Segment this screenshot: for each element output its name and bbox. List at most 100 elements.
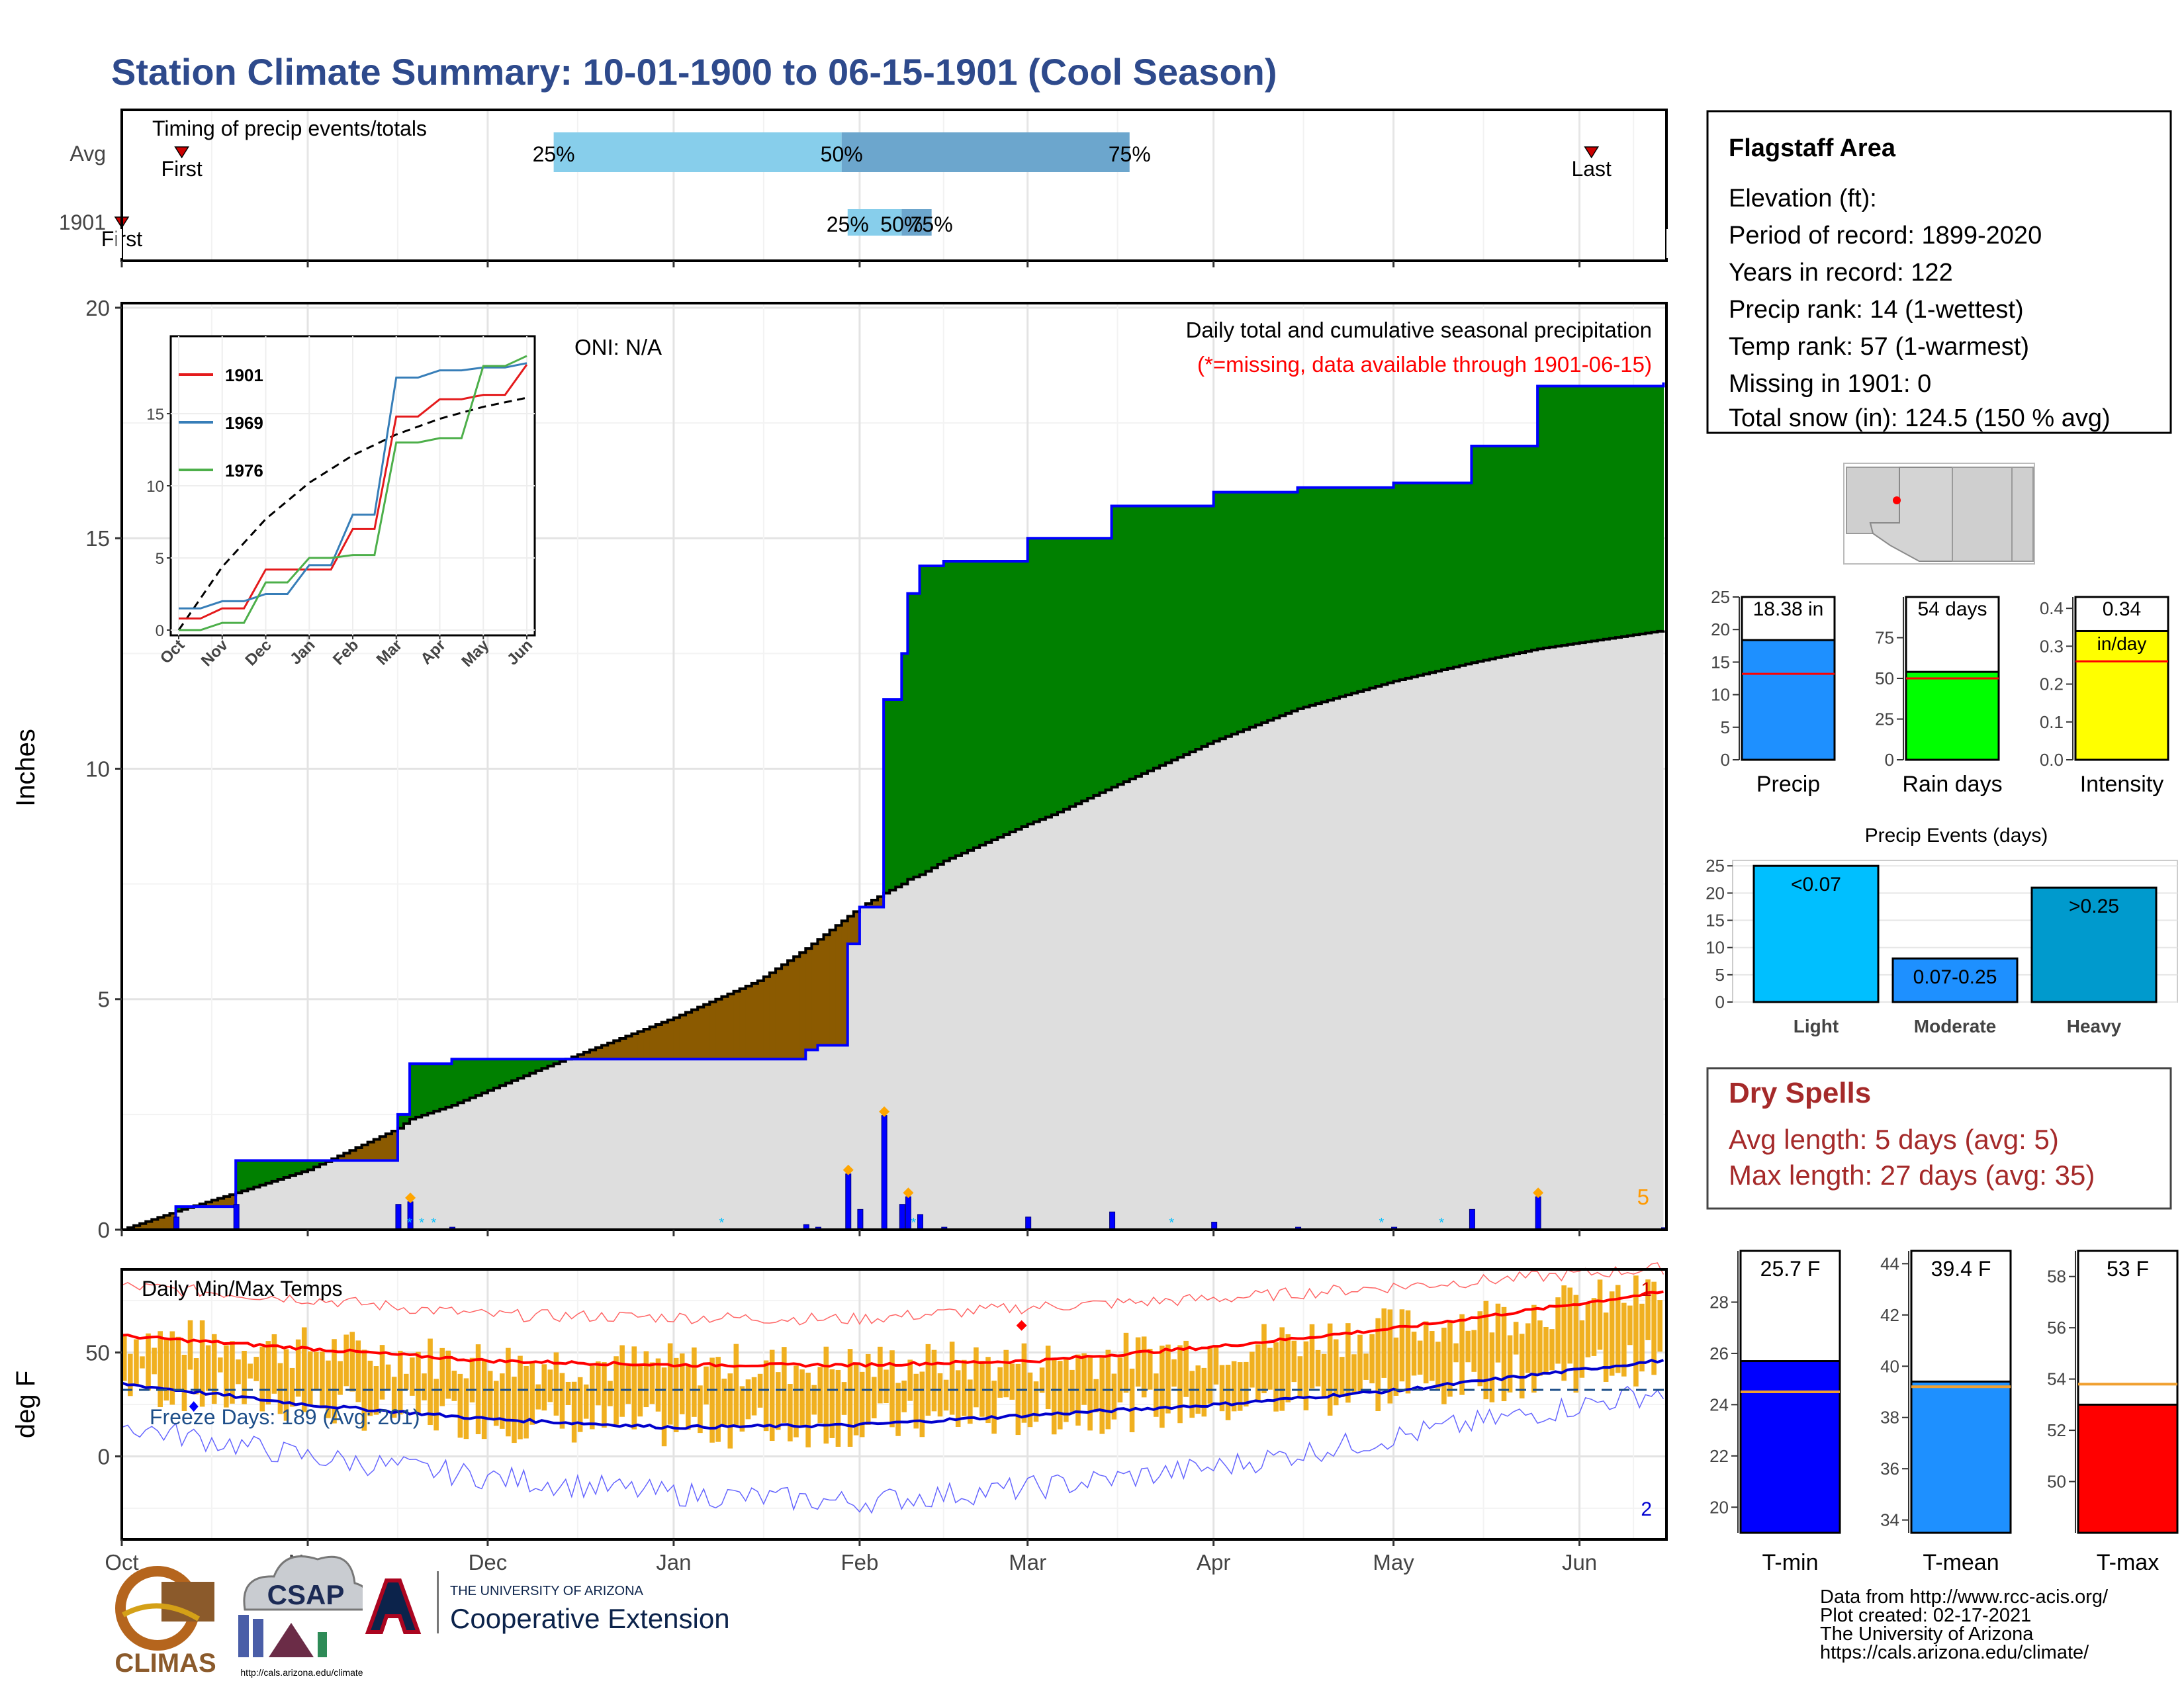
daily-temp-bar xyxy=(1237,1362,1243,1411)
below-average-fill xyxy=(134,1225,140,1230)
stat-y-tick-label: 34 xyxy=(1880,1510,1899,1530)
above-average-fill xyxy=(1381,487,1388,685)
station-line-missing: Missing in 1901: 0 xyxy=(1729,370,1931,398)
daily-temp-bar xyxy=(451,1371,457,1401)
above-average-fill xyxy=(1423,482,1430,674)
daily-temp-bar xyxy=(961,1359,967,1416)
events-category-label: Light xyxy=(1794,1016,1839,1036)
month-tick-label: May xyxy=(1373,1550,1414,1575)
daily-temp-bar xyxy=(236,1359,241,1385)
daily-temp-bar xyxy=(721,1379,727,1426)
stat-y-tick-label: 22 xyxy=(1709,1446,1729,1466)
timing-last-label: Last xyxy=(1571,157,1612,181)
above-average-fill xyxy=(949,561,956,858)
daily-temp-bar xyxy=(625,1365,631,1404)
month-tick-label: Oct xyxy=(105,1550,138,1575)
above-average-fill xyxy=(512,1059,518,1081)
stat-y-tick-label: 0 xyxy=(1721,750,1730,770)
below-average-fill xyxy=(583,1052,590,1060)
trace-marker: * xyxy=(431,1216,436,1230)
below-average-fill xyxy=(205,1202,212,1207)
inset-series-line xyxy=(179,362,527,610)
above-average-fill xyxy=(919,566,927,875)
daily-temp-bar xyxy=(469,1357,475,1402)
stat-y-tick-label: 26 xyxy=(1709,1344,1729,1363)
precip-y-tick-label: 20 xyxy=(85,296,110,320)
above-average-fill xyxy=(1075,538,1082,804)
daily-temp-bar xyxy=(805,1373,811,1447)
daily-temp-bar xyxy=(277,1363,283,1414)
above-average-fill xyxy=(1081,538,1088,801)
daily-temp-bar xyxy=(859,1371,865,1438)
daily-temp-bar xyxy=(853,1363,859,1436)
daily-temp-bar xyxy=(931,1349,937,1412)
below-average-fill xyxy=(704,1004,710,1060)
above-average-fill xyxy=(529,1059,537,1074)
daily-temp-bar xyxy=(259,1346,265,1412)
below-average-fill xyxy=(745,985,752,1060)
daily-temp-bar xyxy=(565,1381,571,1406)
trace-marker: * xyxy=(1379,1216,1385,1230)
stat-value-unit: in/day xyxy=(2097,633,2147,654)
daily-temp-bar xyxy=(1099,1357,1105,1434)
above-average-fill xyxy=(236,1160,242,1193)
daily-temp-bar xyxy=(1579,1320,1585,1378)
above-average-fill xyxy=(1327,487,1334,700)
above-average-fill xyxy=(974,561,980,848)
events-bar-label: >0.25 xyxy=(2069,895,2119,917)
daily-temp-bar xyxy=(1009,1363,1015,1400)
above-average-fill xyxy=(506,1059,512,1083)
stat-y-tick-label: 50 xyxy=(2047,1472,2066,1492)
daily-temp-bar xyxy=(1495,1303,1501,1363)
daily-temp-bar xyxy=(529,1363,535,1425)
above-average-fill xyxy=(314,1160,320,1167)
above-average-fill xyxy=(457,1059,465,1103)
above-average-fill xyxy=(997,561,1005,837)
below-average-fill xyxy=(733,991,741,1060)
stat-y-tick-label: 5 xyxy=(1721,717,1730,737)
daily-temp-bar xyxy=(1129,1368,1135,1433)
above-average-fill xyxy=(1225,492,1232,737)
daily-temp-bar xyxy=(661,1367,667,1447)
daily-temp-bar xyxy=(1045,1346,1051,1410)
daily-temp-bar xyxy=(559,1373,565,1429)
daily-temp-bar xyxy=(146,1333,151,1391)
daily-temp-bar xyxy=(704,1366,709,1405)
above-average-fill xyxy=(1561,386,1569,646)
above-average-fill xyxy=(1525,445,1532,652)
above-average-fill xyxy=(1573,386,1580,644)
daily-temp-bar xyxy=(1160,1346,1165,1428)
daily-temp-bar xyxy=(1507,1335,1513,1393)
daily-temp-bar xyxy=(1123,1332,1129,1393)
daily-temp-bar xyxy=(547,1369,553,1402)
below-average-fill xyxy=(692,1009,698,1060)
below-average-fill xyxy=(835,925,842,1046)
record-low-count: 2 xyxy=(1641,1498,1652,1520)
daily-temp-bar xyxy=(811,1385,817,1415)
below-average-fill xyxy=(379,1136,387,1161)
stat-y-tick-label: 15 xyxy=(1711,652,1730,672)
daily-temp-bar xyxy=(1154,1373,1159,1417)
above-average-fill xyxy=(553,1059,561,1064)
daily-temp-bar xyxy=(349,1332,355,1392)
stat-label: T-mean xyxy=(1923,1550,1999,1575)
above-average-fill xyxy=(271,1160,279,1181)
daily-temp-bar xyxy=(271,1334,277,1394)
daily-temp-bar xyxy=(1033,1381,1039,1422)
above-average-fill xyxy=(1315,487,1322,704)
below-average-fill xyxy=(649,1027,657,1060)
footer-credits: Data from http://www.rcc-acis.org/ Plot … xyxy=(1820,1586,2109,1663)
inset-legend-label: 1969 xyxy=(225,413,263,433)
daily-temp-bar xyxy=(901,1380,907,1412)
below-average-fill xyxy=(643,1029,651,1060)
daily-temp-bar xyxy=(1117,1357,1123,1402)
daily-temp-bar xyxy=(218,1357,223,1373)
precip-corner-count: 5 xyxy=(1637,1185,1649,1209)
record-high-count: 1 xyxy=(1641,1279,1652,1301)
daily-temp-bar xyxy=(1171,1359,1177,1387)
below-average-fill xyxy=(805,948,812,1050)
above-average-fill xyxy=(301,1160,308,1172)
above-average-fill xyxy=(1531,445,1538,651)
